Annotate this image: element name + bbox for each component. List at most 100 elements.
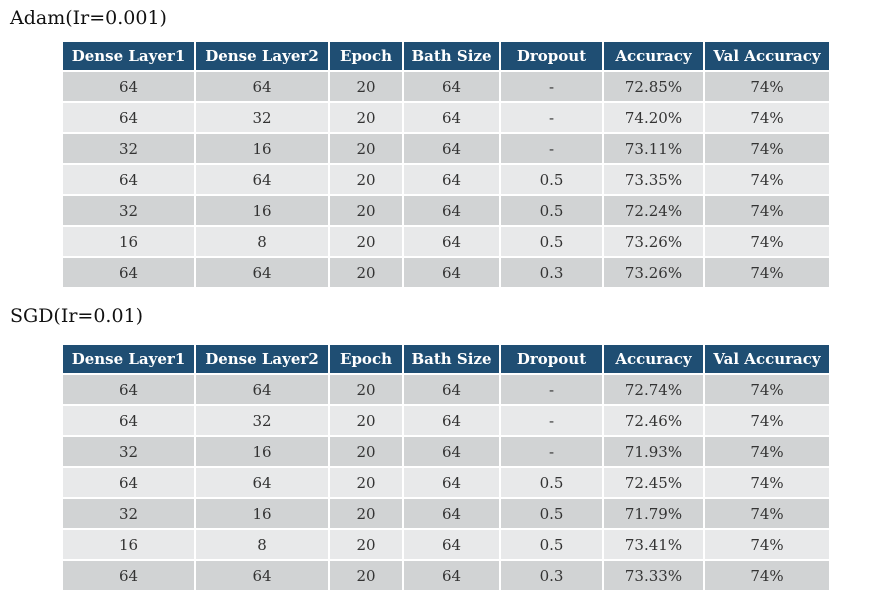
column-header-dense-layer2: Dense Layer2	[195, 42, 330, 71]
column-header-dropout: Dropout	[500, 345, 604, 374]
cell-batch-size: 64	[403, 101, 501, 133]
cell-batch-size: 64	[403, 256, 501, 287]
cell-batch-size: 64	[403, 559, 501, 590]
cell-dense-layer1: 64	[63, 373, 196, 405]
column-header-val-accuracy: Val Accuracy	[704, 42, 829, 71]
cell-dense-layer2: 32	[195, 404, 330, 436]
column-header-dropout: Dropout	[500, 42, 604, 71]
cell-accuracy: 72.45%	[603, 466, 705, 498]
cell-epoch: 20	[329, 404, 404, 436]
cell-val-accuracy: 74%	[704, 225, 829, 257]
table-row: 64 64 20 64-72.85% 74%	[63, 70, 829, 102]
cell-dense-layer1: 64	[63, 256, 196, 287]
cell-dense-layer1: 32	[63, 497, 196, 529]
cell-accuracy: 73.11%	[603, 132, 705, 164]
adam-results-table: Dense Layer1 Dense Layer2 Epoch Bath Size Dr…	[63, 42, 829, 287]
cell-dropout: 0.5	[500, 528, 604, 560]
cell-batch-size: 64	[403, 132, 501, 164]
table-row: 64 32 20 64-72.46% 74%	[63, 404, 829, 436]
cell-dense-layer1: 64	[63, 559, 196, 590]
cell-dropout: 0.5	[500, 466, 604, 498]
cell-dropout: 0.5	[500, 497, 604, 529]
cell-epoch: 20	[329, 466, 404, 498]
cell-dense-layer1: 64	[63, 466, 196, 498]
cell-dropout: -	[500, 373, 604, 405]
cell-batch-size: 64	[403, 497, 501, 529]
cell-dense-layer2: 8	[195, 528, 330, 560]
cell-dropout: 0.5	[500, 163, 604, 195]
cell-epoch: 20	[329, 70, 404, 102]
cell-dense-layer2: 64	[195, 466, 330, 498]
cell-val-accuracy: 74%	[704, 70, 829, 102]
cell-accuracy: 72.24%	[603, 194, 705, 226]
cell-epoch: 20	[329, 101, 404, 133]
cell-accuracy: 73.33%	[603, 559, 705, 590]
cell-val-accuracy: 74%	[704, 256, 829, 287]
cell-dense-layer2: 64	[195, 559, 330, 590]
table-row: 64 32 20 64-74.20% 74%	[63, 101, 829, 133]
cell-batch-size: 64	[403, 163, 501, 195]
table-row: 32 16 20 64-71.93% 74%	[63, 435, 829, 467]
cell-dense-layer2: 64	[195, 373, 330, 405]
cell-epoch: 20	[329, 435, 404, 467]
cell-accuracy: 73.41%	[603, 528, 705, 560]
cell-dense-layer1: 32	[63, 435, 196, 467]
cell-accuracy: 72.85%	[603, 70, 705, 102]
cell-dropout: 0.3	[500, 559, 604, 590]
cell-val-accuracy: 74%	[704, 373, 829, 405]
cell-dropout: 0.3	[500, 256, 604, 287]
column-header-batch-size: Bath Size	[403, 42, 501, 71]
column-header-accuracy: Accuracy	[603, 42, 705, 71]
cell-dense-layer1: 32	[63, 132, 196, 164]
table-row: 32 16 20 64-73.11% 74%	[63, 132, 829, 164]
cell-dropout: -	[500, 70, 604, 102]
cell-batch-size: 64	[403, 466, 501, 498]
cell-val-accuracy: 74%	[704, 101, 829, 133]
table-row: 16 8 20 64 0.5 73.26% 74%	[63, 225, 829, 257]
cell-accuracy: 72.46%	[603, 404, 705, 436]
cell-dense-layer2: 16	[195, 194, 330, 226]
sgd-section-title: SGD(Ir=0.01)	[10, 305, 144, 327]
cell-dense-layer1: 32	[63, 194, 196, 226]
cell-dropout: -	[500, 101, 604, 133]
cell-dense-layer2: 32	[195, 101, 330, 133]
cell-epoch: 20	[329, 194, 404, 226]
table-row: 16 8 20 64 0.5 73.41% 74%	[63, 528, 829, 560]
cell-dense-layer1: 16	[63, 225, 196, 257]
cell-val-accuracy: 74%	[704, 466, 829, 498]
sgd-results-table: Dense Layer1 Dense Layer2 Epoch Bath Size Dr…	[63, 345, 829, 590]
cell-dense-layer1: 64	[63, 70, 196, 102]
cell-val-accuracy: 74%	[704, 132, 829, 164]
cell-accuracy: 74.20%	[603, 101, 705, 133]
table-row: 32 16 20 64 0.5 71.79% 74%	[63, 497, 829, 529]
table-row: 32 16 20 64 0.5 72.24% 74%	[63, 194, 829, 226]
cell-val-accuracy: 74%	[704, 163, 829, 195]
cell-dropout: -	[500, 404, 604, 436]
cell-val-accuracy: 74%	[704, 497, 829, 529]
table-row: 64 64 20 64 0.5 72.45% 74%	[63, 466, 829, 498]
table-header-row: Dense Layer1 Dense Layer2 Epoch Bath Size Dr…	[63, 42, 829, 71]
cell-batch-size: 64	[403, 373, 501, 405]
cell-accuracy: 71.93%	[603, 435, 705, 467]
cell-epoch: 20	[329, 528, 404, 560]
table-row: 64 64 20 64 0.5 73.35% 74%	[63, 163, 829, 195]
table-row: 64 64 20 64-72.74% 74%	[63, 373, 829, 405]
cell-dropout: -	[500, 132, 604, 164]
cell-batch-size: 64	[403, 528, 501, 560]
column-header-dense-layer2: Dense Layer2	[195, 345, 330, 374]
cell-epoch: 20	[329, 559, 404, 590]
cell-val-accuracy: 74%	[704, 194, 829, 226]
cell-dropout: -	[500, 435, 604, 467]
column-header-batch-size: Bath Size	[403, 345, 501, 374]
cell-epoch: 20	[329, 256, 404, 287]
cell-val-accuracy: 74%	[704, 559, 829, 590]
cell-epoch: 20	[329, 497, 404, 529]
cell-dense-layer2: 16	[195, 132, 330, 164]
cell-dense-layer1: 64	[63, 163, 196, 195]
cell-val-accuracy: 74%	[704, 528, 829, 560]
cell-dropout: 0.5	[500, 225, 604, 257]
cell-batch-size: 64	[403, 435, 501, 467]
cell-dense-layer2: 64	[195, 70, 330, 102]
cell-epoch: 20	[329, 163, 404, 195]
cell-dense-layer1: 64	[63, 101, 196, 133]
